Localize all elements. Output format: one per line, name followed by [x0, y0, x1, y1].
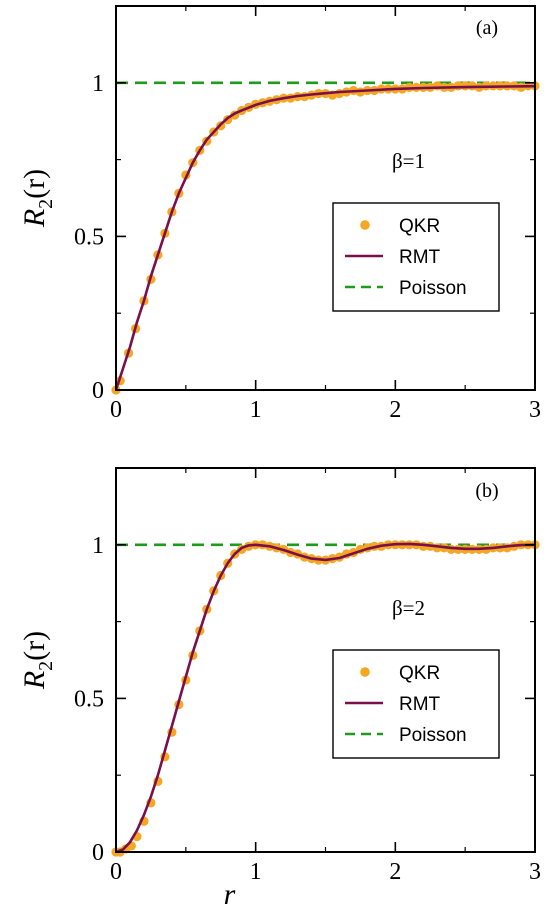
y-tick-label: 1: [92, 71, 104, 97]
y-tick-label: 1: [92, 533, 104, 559]
y-tick-label: 0: [92, 840, 104, 866]
y-tick-label: 0.5: [74, 686, 104, 712]
legend-label: QKR: [399, 216, 440, 237]
beta-annotation: β=1: [392, 149, 425, 173]
legend-label: RMT: [399, 694, 441, 715]
legend: QKR RMT Poisson: [332, 649, 500, 759]
y-axis-label-subscript: 2: [35, 199, 57, 209]
y-tick-label: 0.5: [74, 224, 104, 250]
y-axis-label-argument: (r): [18, 169, 51, 199]
legend-label: Poisson: [399, 725, 467, 746]
x-tick-label: 3: [529, 859, 541, 885]
rmt-series-line: [114, 84, 536, 391]
y-axis-label: R2(r): [18, 169, 57, 228]
legend-label: RMT: [399, 247, 441, 268]
x-tick-label: 2: [389, 397, 401, 423]
plot-frame: [115, 5, 536, 391]
legend-label: QKR: [399, 663, 440, 684]
beta-annotation: β=2: [392, 596, 425, 620]
y-axis-label-main: R: [18, 671, 51, 690]
x-tick-label: 1: [250, 859, 262, 885]
x-tick-label: 0: [110, 397, 122, 423]
y-axis-label-argument: (r): [18, 631, 51, 661]
legend-qkr-marker: [360, 220, 370, 230]
legend-label: Poisson: [399, 278, 467, 299]
rmt-series-line: [115, 542, 536, 854]
legend-qkr-marker: [360, 667, 370, 677]
x-tick-label: 1: [250, 397, 262, 423]
legend: QKR RMT Poisson: [332, 202, 500, 312]
y-axis-label: R2(r): [18, 631, 57, 690]
x-axis-label: r: [224, 878, 236, 909]
panel-label: (b): [475, 480, 498, 502]
y-axis-label-subscript: 2: [35, 661, 57, 671]
panel-label: (a): [476, 17, 498, 39]
x-tick-label: 2: [389, 859, 401, 885]
y-axis-label-main: R: [18, 209, 51, 228]
x-tick-label: 0: [110, 859, 122, 885]
x-tick-label: 3: [529, 397, 541, 423]
y-tick-label: 0: [92, 378, 104, 404]
